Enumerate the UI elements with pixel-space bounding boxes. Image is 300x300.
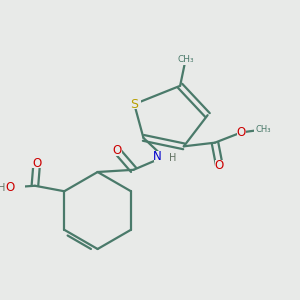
Text: O: O — [6, 181, 15, 194]
Text: O: O — [112, 144, 122, 157]
Text: O: O — [32, 157, 41, 169]
FancyBboxPatch shape — [254, 124, 273, 135]
FancyBboxPatch shape — [128, 99, 140, 109]
FancyBboxPatch shape — [112, 146, 122, 156]
Text: N: N — [153, 151, 162, 164]
Text: O: O — [215, 159, 224, 172]
FancyBboxPatch shape — [237, 127, 246, 137]
Text: H: H — [0, 183, 6, 193]
FancyBboxPatch shape — [5, 182, 25, 193]
Text: CH₃: CH₃ — [256, 125, 271, 134]
Text: CH₃: CH₃ — [177, 55, 194, 64]
FancyBboxPatch shape — [176, 54, 195, 65]
FancyBboxPatch shape — [154, 152, 173, 163]
Text: S: S — [130, 98, 138, 111]
FancyBboxPatch shape — [214, 160, 224, 170]
Text: O: O — [237, 126, 246, 139]
Text: H: H — [169, 153, 176, 163]
FancyBboxPatch shape — [32, 158, 41, 168]
